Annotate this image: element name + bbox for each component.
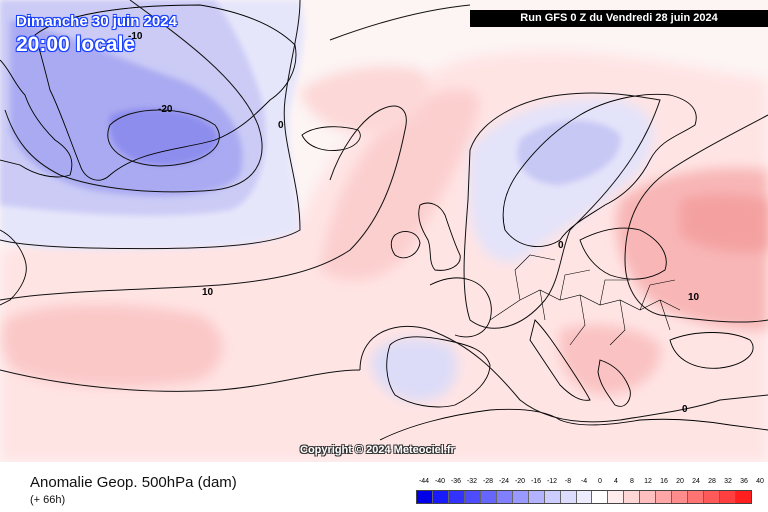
borders-europe: [489, 254, 681, 346]
legend-tick-label: 28: [708, 478, 716, 485]
coast-greenland: [34, 4, 297, 181]
coast-iberia: [386, 336, 491, 408]
coast-canada-north: [0, 59, 73, 178]
legend-tick-label: -4: [580, 478, 588, 485]
contour-10-east: [624, 114, 768, 323]
legend-tick-label: 24: [692, 478, 700, 485]
contour-zero-iberia: [359, 325, 768, 423]
legend-tick-label: 4: [614, 478, 618, 485]
legend-swatch: [417, 491, 433, 503]
legend-labels: -44 -40 -36 -32 -28 -24 -20 -16 -12 -8 -4 0 4 8 12 16 20…: [416, 478, 764, 488]
positive-anomaly-north-sea: [300, 66, 429, 134]
legend-tick-label: 32: [724, 478, 732, 485]
contour-zero-arctic: [0, 0, 301, 250]
anomaly-map: -10 -20 0 10 0 10 0: [0, 0, 768, 462]
legend-swatch: [624, 491, 641, 503]
legend-swatch: [704, 491, 721, 503]
legend-swatch: [736, 491, 752, 503]
contour-10-atlantic: [0, 105, 407, 301]
legend-tick-label: -20: [514, 478, 526, 485]
contour-label-zero-south: 0: [682, 404, 688, 415]
contour-label-zero-europe: 0: [558, 240, 564, 251]
positive-anomaly-atlantic-mid: [320, 89, 480, 281]
legend-swatch: [672, 491, 689, 503]
legend-tick-label: 36: [740, 478, 748, 485]
contour-label-10-east: 10: [688, 292, 700, 303]
coast-greece: [597, 359, 631, 407]
legend-color-bar: [416, 490, 752, 504]
legend-tick-label: -12: [546, 478, 558, 485]
legend-tick-label: 0: [598, 478, 602, 485]
contour-south-atlantic: [0, 369, 361, 392]
negative-anomaly-scandinavia-core: [517, 120, 621, 185]
legend-swatch: [576, 491, 593, 503]
copyright-text: Copyright © 2024 Meteociel.fr: [300, 444, 455, 456]
legend-tick-label: -16: [530, 478, 542, 485]
legend-swatch: [432, 491, 449, 503]
contour-label-minus20: -20: [158, 104, 173, 115]
forecast-date-title: Dimanche 30 juin 2024: [16, 13, 177, 30]
coast-france-west: [429, 277, 492, 338]
legend-swatch: [512, 491, 529, 503]
coast-labrador: [0, 229, 27, 306]
coast-norway: [502, 93, 697, 247]
legend-tick-label: 8: [630, 478, 634, 485]
legend-swatch: [656, 491, 673, 503]
legend-swatch: [480, 491, 497, 503]
contour-zero-north-atlantic: [329, 4, 471, 41]
contour-label-minus10: -10: [128, 31, 143, 42]
map-parameter-title: Anomalie Geop. 500hPa (dam): [30, 474, 237, 491]
coast-black-sea: [669, 332, 754, 369]
legend-swatch: [464, 491, 481, 503]
legend-tick-label: -40: [434, 478, 446, 485]
contour-zero-europe: [463, 92, 661, 329]
coast-ireland: [390, 231, 421, 259]
legend-tick-label: 12: [644, 478, 652, 485]
contour-minus-20: [107, 109, 220, 167]
legend-swatch: [496, 491, 513, 503]
legend-swatch: [560, 491, 577, 503]
legend-swatch: [640, 491, 657, 503]
legend-swatch: [608, 491, 625, 503]
coast-iceland: [301, 126, 361, 151]
contour-minus-10-greenland: [4, 0, 263, 193]
legend-swatch: [528, 491, 545, 503]
legend-tick-label: 20: [676, 478, 684, 485]
legend-tick-label: 16: [660, 478, 668, 485]
coast-britain: [418, 202, 461, 271]
negative-anomaly-iberia: [370, 338, 458, 401]
legend-swatch: [592, 491, 609, 503]
legend-tick-label: -8: [564, 478, 572, 485]
negative-anomaly-core: [109, 108, 218, 165]
legend-tick-label: -24: [498, 478, 510, 485]
positive-anomaly-balkans: [559, 325, 661, 395]
legend-tick-label: -44: [418, 478, 430, 485]
legend-tick-label: -36: [450, 478, 462, 485]
legend-swatch: [720, 491, 737, 503]
legend-swatch: [544, 491, 561, 503]
contour-label-zero-arctic: 0: [278, 120, 284, 131]
coast-italy: [529, 319, 591, 401]
contour-label-10-atlantic: 10: [202, 287, 214, 298]
model-run-label: Run GFS 0 Z du Vendredi 28 juin 2024: [470, 10, 768, 27]
coast-north-africa: [379, 408, 768, 441]
legend-tick-label: -28: [482, 478, 494, 485]
legend-tick-label: 40: [756, 478, 764, 485]
forecast-time-title: 20:00 locale: [16, 33, 136, 56]
coast-baltic: [579, 227, 667, 280]
coastlines: [0, 4, 768, 441]
positive-anomaly-atlantic-west: [2, 304, 223, 387]
legend-swatch: [688, 491, 705, 503]
forecast-lead-time: (+ 66h): [30, 494, 66, 506]
legend-swatch: [448, 491, 465, 503]
legend-tick-label: -32: [466, 478, 478, 485]
contours: [0, 0, 768, 423]
positive-anomaly-east-core: [680, 194, 768, 252]
